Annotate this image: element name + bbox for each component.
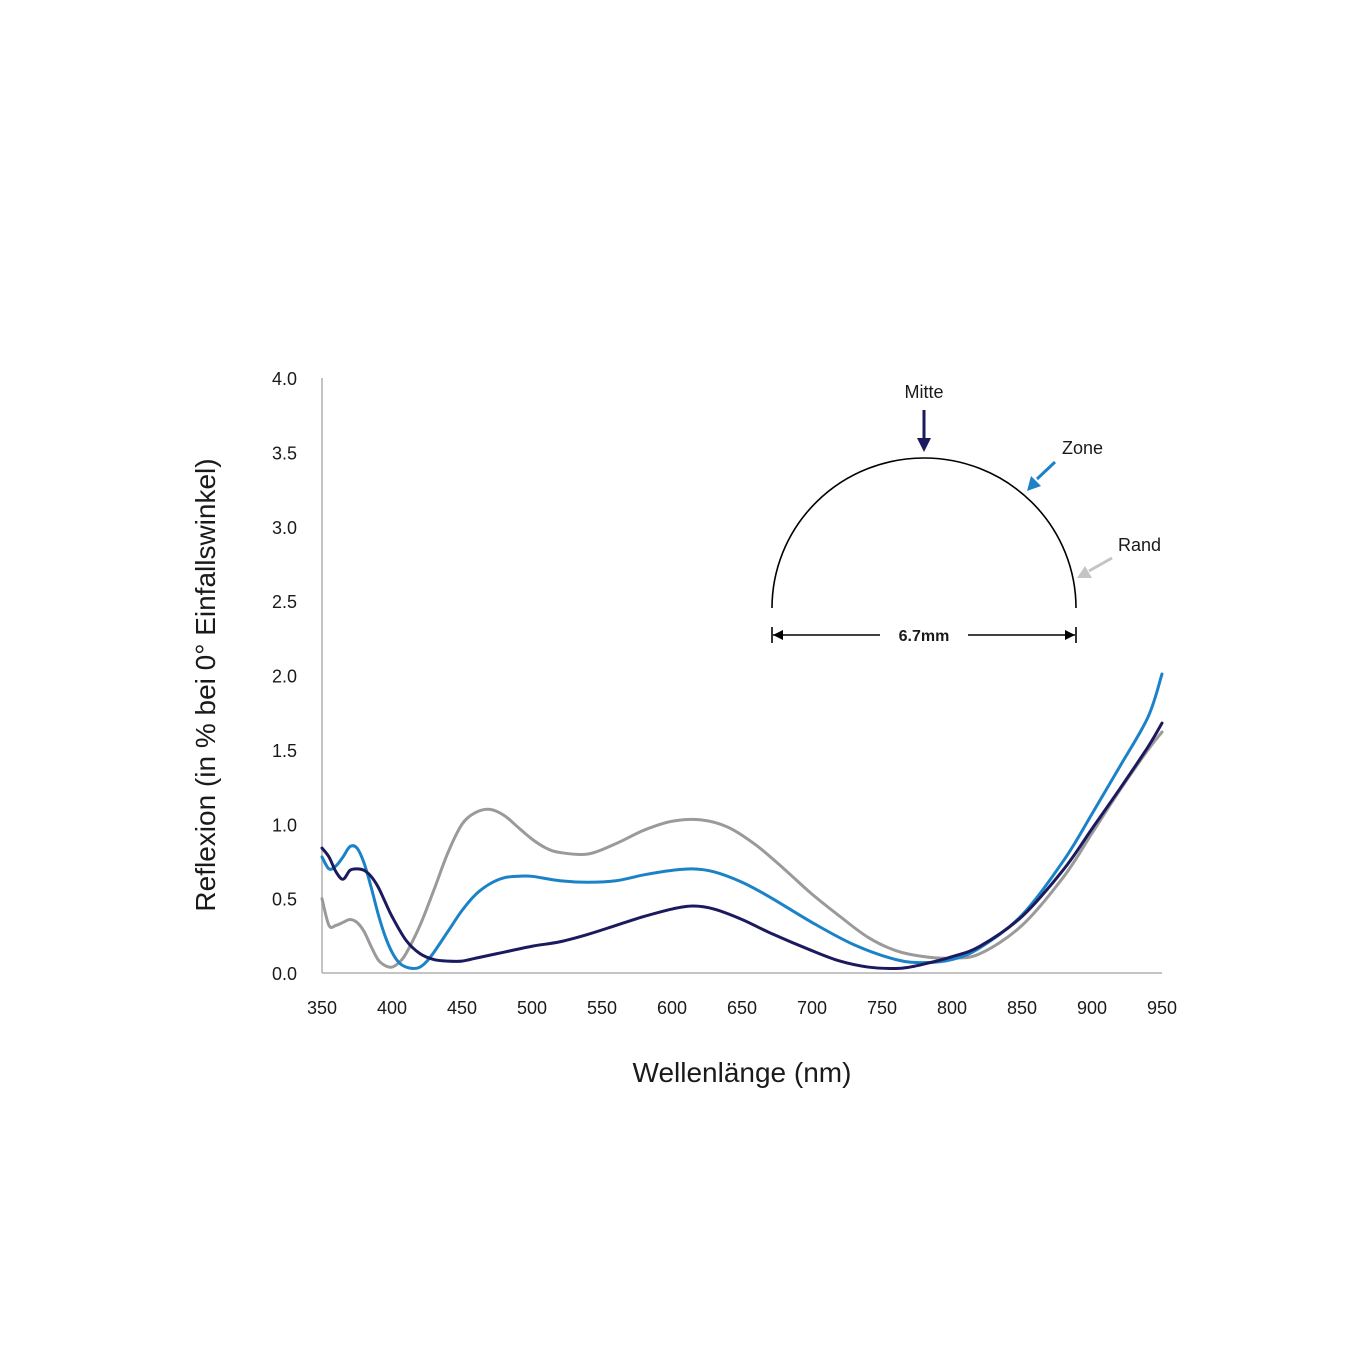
y-tick-label: 3.5 — [272, 443, 297, 463]
dimension-arrow-right — [1065, 630, 1075, 640]
x-tick-label: 900 — [1077, 998, 1107, 1018]
zone-label: Zone — [1062, 438, 1103, 458]
series-line-mitte — [320, 721, 1164, 971]
y-tick-label: 1.0 — [272, 815, 297, 835]
x-tick-label: 500 — [517, 998, 547, 1018]
edge-label: Rand — [1118, 535, 1161, 555]
dimension-label: 6.7mm — [899, 628, 950, 645]
center-arrow-head — [917, 438, 931, 452]
x-tick-label: 650 — [727, 998, 757, 1018]
axes — [321, 378, 1162, 974]
y-tick-labels: 0.0 0.5 1.0 1.5 2.0 2.5 3.0 3.5 4.0 — [272, 369, 297, 984]
x-tick-label: 800 — [937, 998, 967, 1018]
center-label: Mitte — [904, 382, 943, 402]
zone-arrow-head — [1027, 476, 1041, 491]
y-tick-label: 2.5 — [272, 592, 297, 612]
x-tick-label: 450 — [447, 998, 477, 1018]
y-tick-label: 0.5 — [272, 890, 297, 910]
x-tick-label: 700 — [797, 998, 827, 1018]
series-lines — [320, 672, 1164, 971]
x-tick-label: 950 — [1147, 998, 1177, 1018]
x-tick-labels: 350 400 450 500 550 600 650 700 750 800 850 900 950 — [307, 998, 1177, 1018]
y-tick-label: 1.5 — [272, 741, 297, 761]
x-tick-label: 750 — [867, 998, 897, 1018]
y-tick-label: 4.0 — [272, 369, 297, 389]
zone-arrow-shaft — [1035, 460, 1057, 481]
dimension-arrow-left — [773, 630, 783, 640]
y-tick-label: 0.0 — [272, 964, 297, 984]
series-line-zone — [320, 672, 1164, 971]
x-tick-label: 600 — [657, 998, 687, 1018]
edge-arrow-head — [1077, 566, 1092, 578]
edge-arrow-shaft — [1088, 556, 1113, 573]
x-tick-label: 350 — [307, 998, 337, 1018]
x-tick-label: 850 — [1007, 998, 1037, 1018]
lens-outline — [771, 457, 1077, 609]
x-tick-label: 550 — [587, 998, 617, 1018]
lens-inset-diagram: Mitte Zone Rand 6.7mm — [771, 382, 1161, 645]
y-tick-label: 3.0 — [272, 518, 297, 538]
y-tick-label: 2.0 — [272, 667, 297, 687]
y-axis-title: Reflexion (in % bei 0° Einfallswinkel) — [190, 458, 221, 911]
x-tick-label: 400 — [377, 998, 407, 1018]
x-axis-title: Wellenlänge (nm) — [633, 1057, 852, 1088]
